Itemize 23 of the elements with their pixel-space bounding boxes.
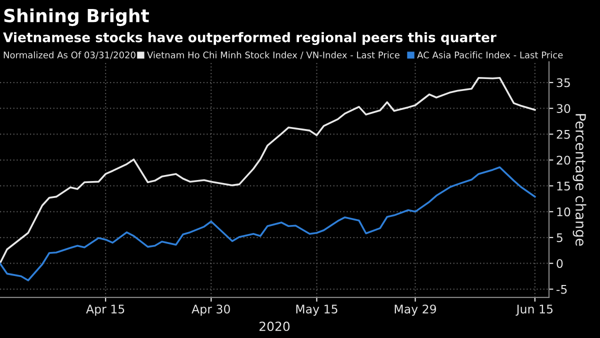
y-tick-label: 20 xyxy=(556,156,570,165)
x-tick-label: Apr 15 xyxy=(86,304,124,316)
x-tick-label: May 15 xyxy=(296,304,338,316)
y-tick-label: 10 xyxy=(557,207,570,216)
legend-label: AC Asia Pacific Index - Last Price xyxy=(417,51,563,58)
text: Normalized As Of 03/31/2020 xyxy=(4,51,136,60)
legend-label: Vietnam Ho Chi Minh Stock Index / VN-Index - Last Price xyxy=(147,51,400,60)
x-tick-label: Apr 30 xyxy=(192,304,230,316)
y-tick-label: 35 xyxy=(556,78,570,88)
y-tick-label: 5 xyxy=(556,233,562,242)
y-tick-label: -5 xyxy=(556,285,567,294)
chart-title: Shining Bright xyxy=(4,8,150,26)
line-series xyxy=(0,166,536,282)
y-axis-title: Percentage change xyxy=(572,114,586,246)
y-tick-label: 0 xyxy=(556,259,563,268)
chart-subtitle: Vietnamese stocks have outperformed regional peers this quarter xyxy=(3,32,496,45)
x-tick-label: May 29 xyxy=(394,304,436,316)
y-tick-label: 15 xyxy=(557,182,570,190)
y-tick-label: 30 xyxy=(556,104,570,114)
y-tick-label: 25 xyxy=(556,130,570,139)
line-series xyxy=(0,76,536,264)
x-tick-label: Jun 15 xyxy=(516,304,553,316)
x-axis-title: 2020 xyxy=(260,322,290,332)
